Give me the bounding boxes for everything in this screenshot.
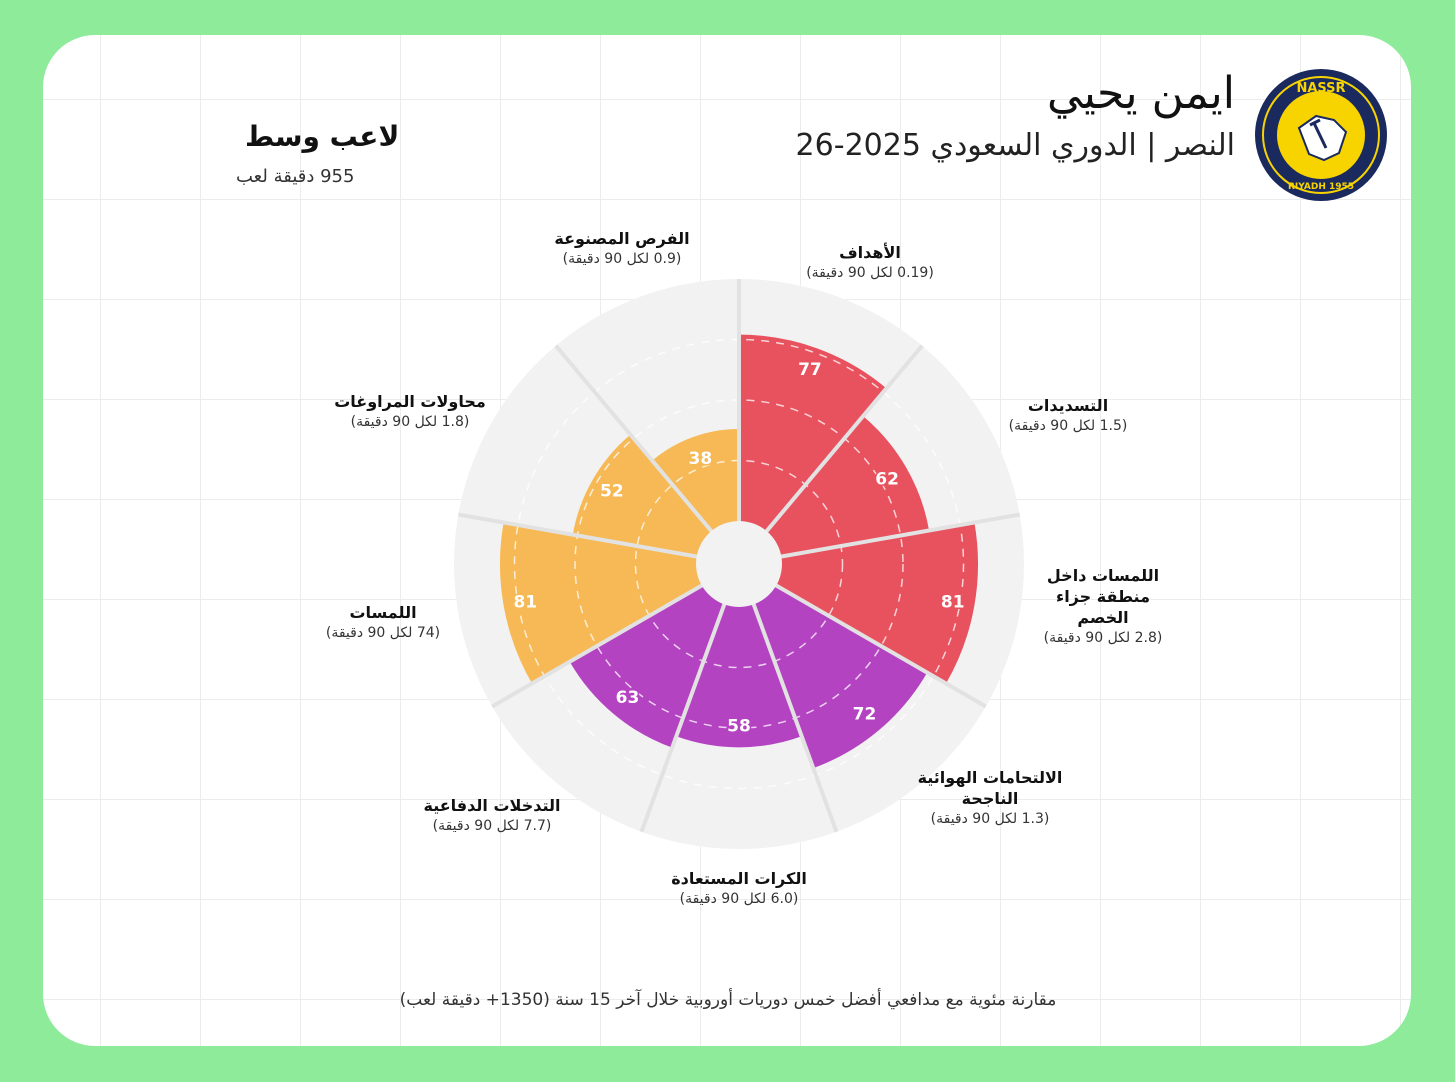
slice-8 bbox=[572, 434, 739, 564]
metric-label-chances: الفرص المصنوعة (0.9 لكل 90 دقيقة) bbox=[554, 229, 690, 267]
value-label-2: 62 bbox=[875, 469, 899, 489]
value-label-1: 77 bbox=[798, 360, 822, 380]
center-hole bbox=[696, 521, 782, 607]
minutes-played: 955 دقيقة لعب bbox=[236, 166, 355, 187]
metric-label-aerials: الالتحامات الهوائية الناجحة (1.3 لكل 90 د… bbox=[917, 768, 1063, 827]
slice-4 bbox=[739, 564, 928, 769]
player-position: لاعب وسط bbox=[245, 120, 400, 153]
value-label-5: 58 bbox=[727, 716, 751, 736]
value-label-3: 81 bbox=[941, 593, 965, 613]
value-label-9: 38 bbox=[689, 449, 713, 469]
slice-divider bbox=[554, 344, 741, 566]
metric-label-goals: الأهداف (0.19 لكل 90 دقيقة) bbox=[806, 243, 934, 281]
footer-note: مقارنة مئوية مع مدافعي أفضل خمس دوريات أ… bbox=[399, 990, 1057, 1010]
metric-label-shots: التسديدات (1.5 لكل 90 دقيقة) bbox=[1008, 396, 1128, 434]
metric-label-box-touches: اللمسات داخل منطقة جزاء الخصم (2.8 لكل 90… bbox=[1043, 566, 1163, 646]
slice-3 bbox=[739, 522, 979, 684]
slice-divider bbox=[738, 512, 1021, 566]
slice-divider bbox=[639, 563, 741, 833]
metric-label-tackles: التدخلات الدفاعية (7.7 لكل 90 دقيقة) bbox=[423, 796, 561, 834]
value-label-4: 72 bbox=[853, 705, 877, 725]
player-name: ايمن يحيي bbox=[1047, 68, 1235, 119]
slice-divider bbox=[491, 562, 741, 709]
value-label-7: 81 bbox=[513, 593, 537, 613]
slice-7 bbox=[499, 522, 739, 684]
value-label-8: 52 bbox=[600, 482, 624, 502]
slice-5 bbox=[676, 564, 802, 748]
svg-text:RIYADH 1955: RIYADH 1955 bbox=[1288, 182, 1354, 192]
metric-label-recoveries: الكرات المستعادة (6.0 لكل 90 دقيقة) bbox=[671, 869, 807, 907]
slice-divider bbox=[738, 562, 987, 709]
slice-divider bbox=[457, 512, 740, 566]
value-label-6: 63 bbox=[616, 688, 640, 708]
slice-divider bbox=[737, 563, 839, 833]
metric-label-dribbles: محاولات المراوغات (1.8 لكل 90 دقيقة) bbox=[334, 392, 486, 430]
team-league-season: النصر | الدوري السعودي 2025-26 bbox=[795, 128, 1235, 163]
svg-text:NASSR: NASSR bbox=[1296, 81, 1345, 96]
metric-label-touches: اللمسات (74 لكل 90 دقيقة) bbox=[325, 603, 441, 641]
slice-2 bbox=[739, 416, 930, 564]
club-logo: NASSR RIYADH 1955 bbox=[1255, 69, 1387, 201]
slice-1 bbox=[739, 334, 887, 564]
slice-6 bbox=[569, 564, 739, 748]
slice-divider bbox=[737, 344, 924, 566]
